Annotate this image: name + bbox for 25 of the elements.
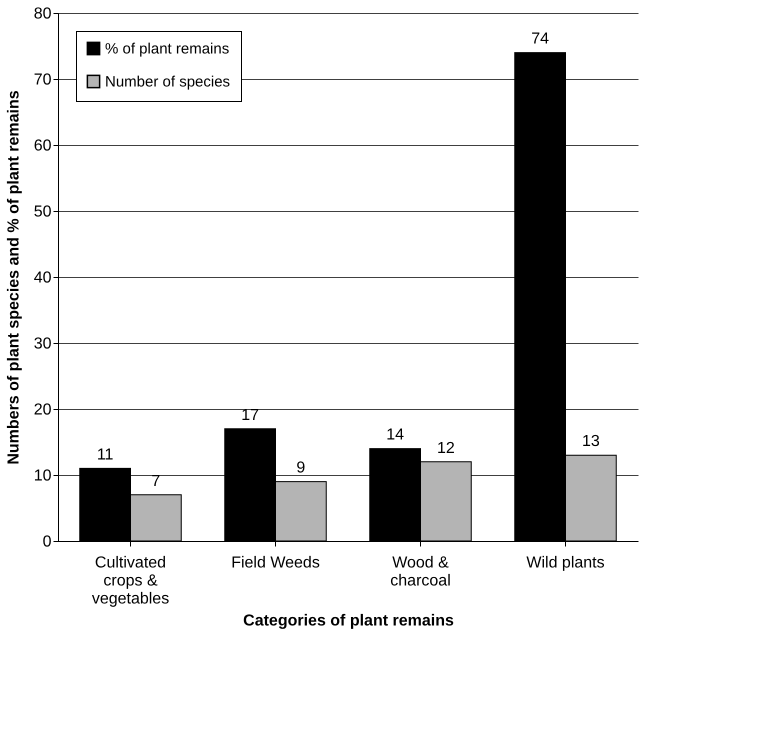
y-tick-label: 60 — [34, 138, 52, 154]
data-label: 7 — [151, 472, 160, 490]
y-tick-label: 70 — [34, 72, 52, 88]
y-tick-label: 0 — [42, 534, 52, 550]
legend-label: Number of species — [105, 74, 230, 90]
y-tick-label: 80 — [34, 6, 52, 22]
y-tick-label: 30 — [34, 336, 52, 352]
y-tick-label: 10 — [34, 468, 52, 484]
data-label: 14 — [386, 426, 404, 444]
data-label: 17 — [241, 406, 260, 424]
data-label: 12 — [436, 440, 455, 457]
y-tick-label: 20 — [34, 402, 52, 418]
data-label: 9 — [296, 460, 306, 477]
x-tick-label: Wood & charcoal — [390, 554, 451, 590]
data-label: 74 — [531, 30, 550, 48]
data-label: 11 — [96, 446, 114, 464]
x-tick-label: Field Weeds — [231, 554, 320, 572]
data-label: 13 — [582, 433, 600, 450]
legend-label: % of plant remains — [105, 40, 230, 58]
x-tick-label: Wild plants — [526, 554, 605, 572]
y-axis-title: Numbers of plant species and % of plant remains — [6, 90, 23, 465]
y-tick-label: 50 — [34, 204, 52, 220]
x-tick-label: Cultivated crops & vegetables — [92, 554, 170, 608]
x-axis-title: Categories of plant remains — [243, 612, 454, 630]
y-tick-label: 40 — [34, 270, 52, 286]
